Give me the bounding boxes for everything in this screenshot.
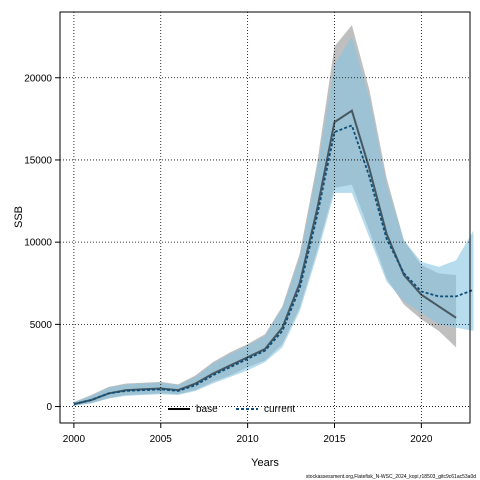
series-lines <box>73 109 474 406</box>
plot-frame <box>59 11 471 424</box>
grid-lines <box>60 12 470 423</box>
y-tick-label-20000: 20000 <box>24 73 52 84</box>
line-current <box>73 124 474 405</box>
x-tick-label-2010: 2010 <box>237 434 260 445</box>
legend-current-label: current <box>264 404 295 415</box>
x-axis: 2000 2005 2010 2015 2020 <box>63 423 433 445</box>
y-tick-label-0: 0 <box>46 402 52 413</box>
x-tick-label-2005: 2005 <box>150 434 173 445</box>
legend: base current <box>168 404 295 415</box>
x-tick-label-2015: 2015 <box>323 434 346 445</box>
band-current <box>73 36 474 406</box>
y-axis: 0 5000 10000 15000 20000 <box>24 73 60 413</box>
legend-base-label: base <box>196 404 218 415</box>
credit-text: stockassessment.org,Flatefisk_N-WSC_2024… <box>306 474 476 480</box>
y-tick-label-15000: 15000 <box>24 155 52 166</box>
x-axis-title: Years <box>251 457 279 469</box>
y-tick-label-5000: 5000 <box>30 320 53 331</box>
x-tick-label-2020: 2020 <box>410 434 433 445</box>
x-tick-label-2000: 2000 <box>63 434 86 445</box>
confidence-bands <box>73 25 474 406</box>
y-axis-title: SSB <box>13 206 25 228</box>
y-tick-label-10000: 10000 <box>24 238 52 249</box>
